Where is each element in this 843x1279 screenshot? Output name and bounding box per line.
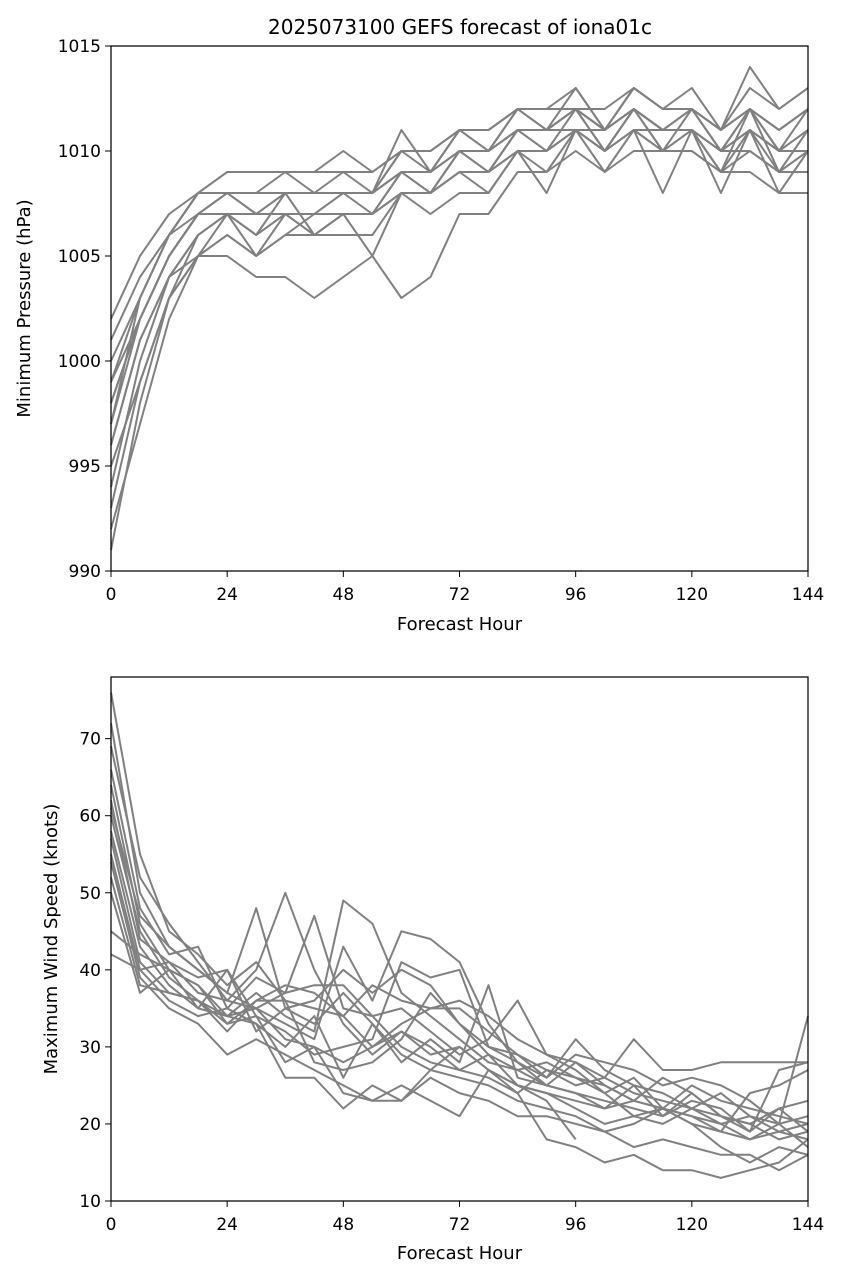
wind-series-line-14 bbox=[110, 930, 809, 1141]
pressure-x-tick-label: 24 bbox=[216, 585, 238, 605]
pressure-x-axis-label: Forecast Hour bbox=[397, 614, 523, 635]
pressure-x-tick-label: 96 bbox=[565, 585, 587, 605]
pressure-y-tick-label: 1010 bbox=[58, 142, 101, 162]
pressure-y-tick-label: 995 bbox=[69, 457, 101, 477]
pressure-series-line-15 bbox=[110, 129, 809, 446]
pressure-y-tick-label: 990 bbox=[69, 562, 101, 582]
wind-series-line-11 bbox=[110, 861, 809, 1179]
wind-y-tick-label: 40 bbox=[79, 961, 101, 981]
pressure-chart-title: 2025073100 GEFS forecast of iona01c bbox=[268, 15, 652, 39]
pressure-x-tick-label: 144 bbox=[792, 585, 824, 605]
wind-series-line-15 bbox=[110, 953, 809, 1133]
wind-y-tick-label: 10 bbox=[79, 1192, 101, 1212]
wind-series-line-16 bbox=[110, 807, 809, 1141]
wind-x-tick-label: 0 bbox=[106, 1215, 117, 1235]
wind-y-tick-label: 20 bbox=[79, 1115, 101, 1135]
wind-series-line-13 bbox=[110, 892, 577, 1141]
wind-y-tick-label: 50 bbox=[79, 884, 101, 904]
pressure-x-tick-label: 72 bbox=[449, 585, 471, 605]
pressure-x-tick-label: 48 bbox=[333, 585, 355, 605]
pressure-y-ticks: 990 995 1000 1005 1010 1015 bbox=[58, 37, 111, 582]
pressure-y-tick-label: 1005 bbox=[58, 247, 101, 267]
wind-x-tick-label: 96 bbox=[565, 1215, 587, 1235]
wind-x-tick-label: 144 bbox=[792, 1215, 824, 1235]
pressure-plot-area bbox=[110, 66, 809, 551]
wind-x-ticks: 0 24 48 72 96 120 144 bbox=[106, 1201, 824, 1235]
wind-y-axis-label: Maximum Wind Speed (knots) bbox=[41, 804, 62, 1075]
pressure-chart: 2025073100 GEFS forecast of iona01c 0 24 4… bbox=[14, 15, 824, 635]
pressure-y-axis-label: Minimum Pressure (hPa) bbox=[14, 199, 35, 417]
pressure-x-ticks: 0 24 48 72 96 120 144 bbox=[106, 571, 824, 605]
wind-series-line-6 bbox=[110, 800, 809, 1133]
pressure-y-tick-label: 1015 bbox=[58, 37, 101, 57]
wind-x-tick-label: 120 bbox=[676, 1215, 708, 1235]
pressure-x-tick-label: 120 bbox=[676, 585, 708, 605]
pressure-y-tick-label: 1000 bbox=[58, 352, 101, 372]
wind-x-tick-label: 24 bbox=[216, 1215, 238, 1235]
pressure-x-tick-label: 0 bbox=[106, 585, 117, 605]
wind-series-line-12 bbox=[110, 877, 809, 1172]
wind-y-tick-label: 30 bbox=[79, 1038, 101, 1058]
wind-x-axis-label: Forecast Hour bbox=[397, 1243, 523, 1264]
wind-y-tick-label: 70 bbox=[79, 730, 101, 750]
wind-plot-area bbox=[110, 692, 809, 1179]
wind-chart: 0 24 48 72 96 120 144 10 20 30 40 50 60 70 Forecast … bbox=[41, 676, 824, 1264]
wind-y-tick-label: 60 bbox=[79, 807, 101, 827]
wind-y-ticks: 10 20 30 40 50 60 70 bbox=[79, 730, 111, 1212]
pressure-series-line-16 bbox=[110, 108, 808, 404]
wind-x-tick-label: 72 bbox=[449, 1215, 471, 1235]
wind-x-tick-label: 48 bbox=[333, 1215, 355, 1235]
